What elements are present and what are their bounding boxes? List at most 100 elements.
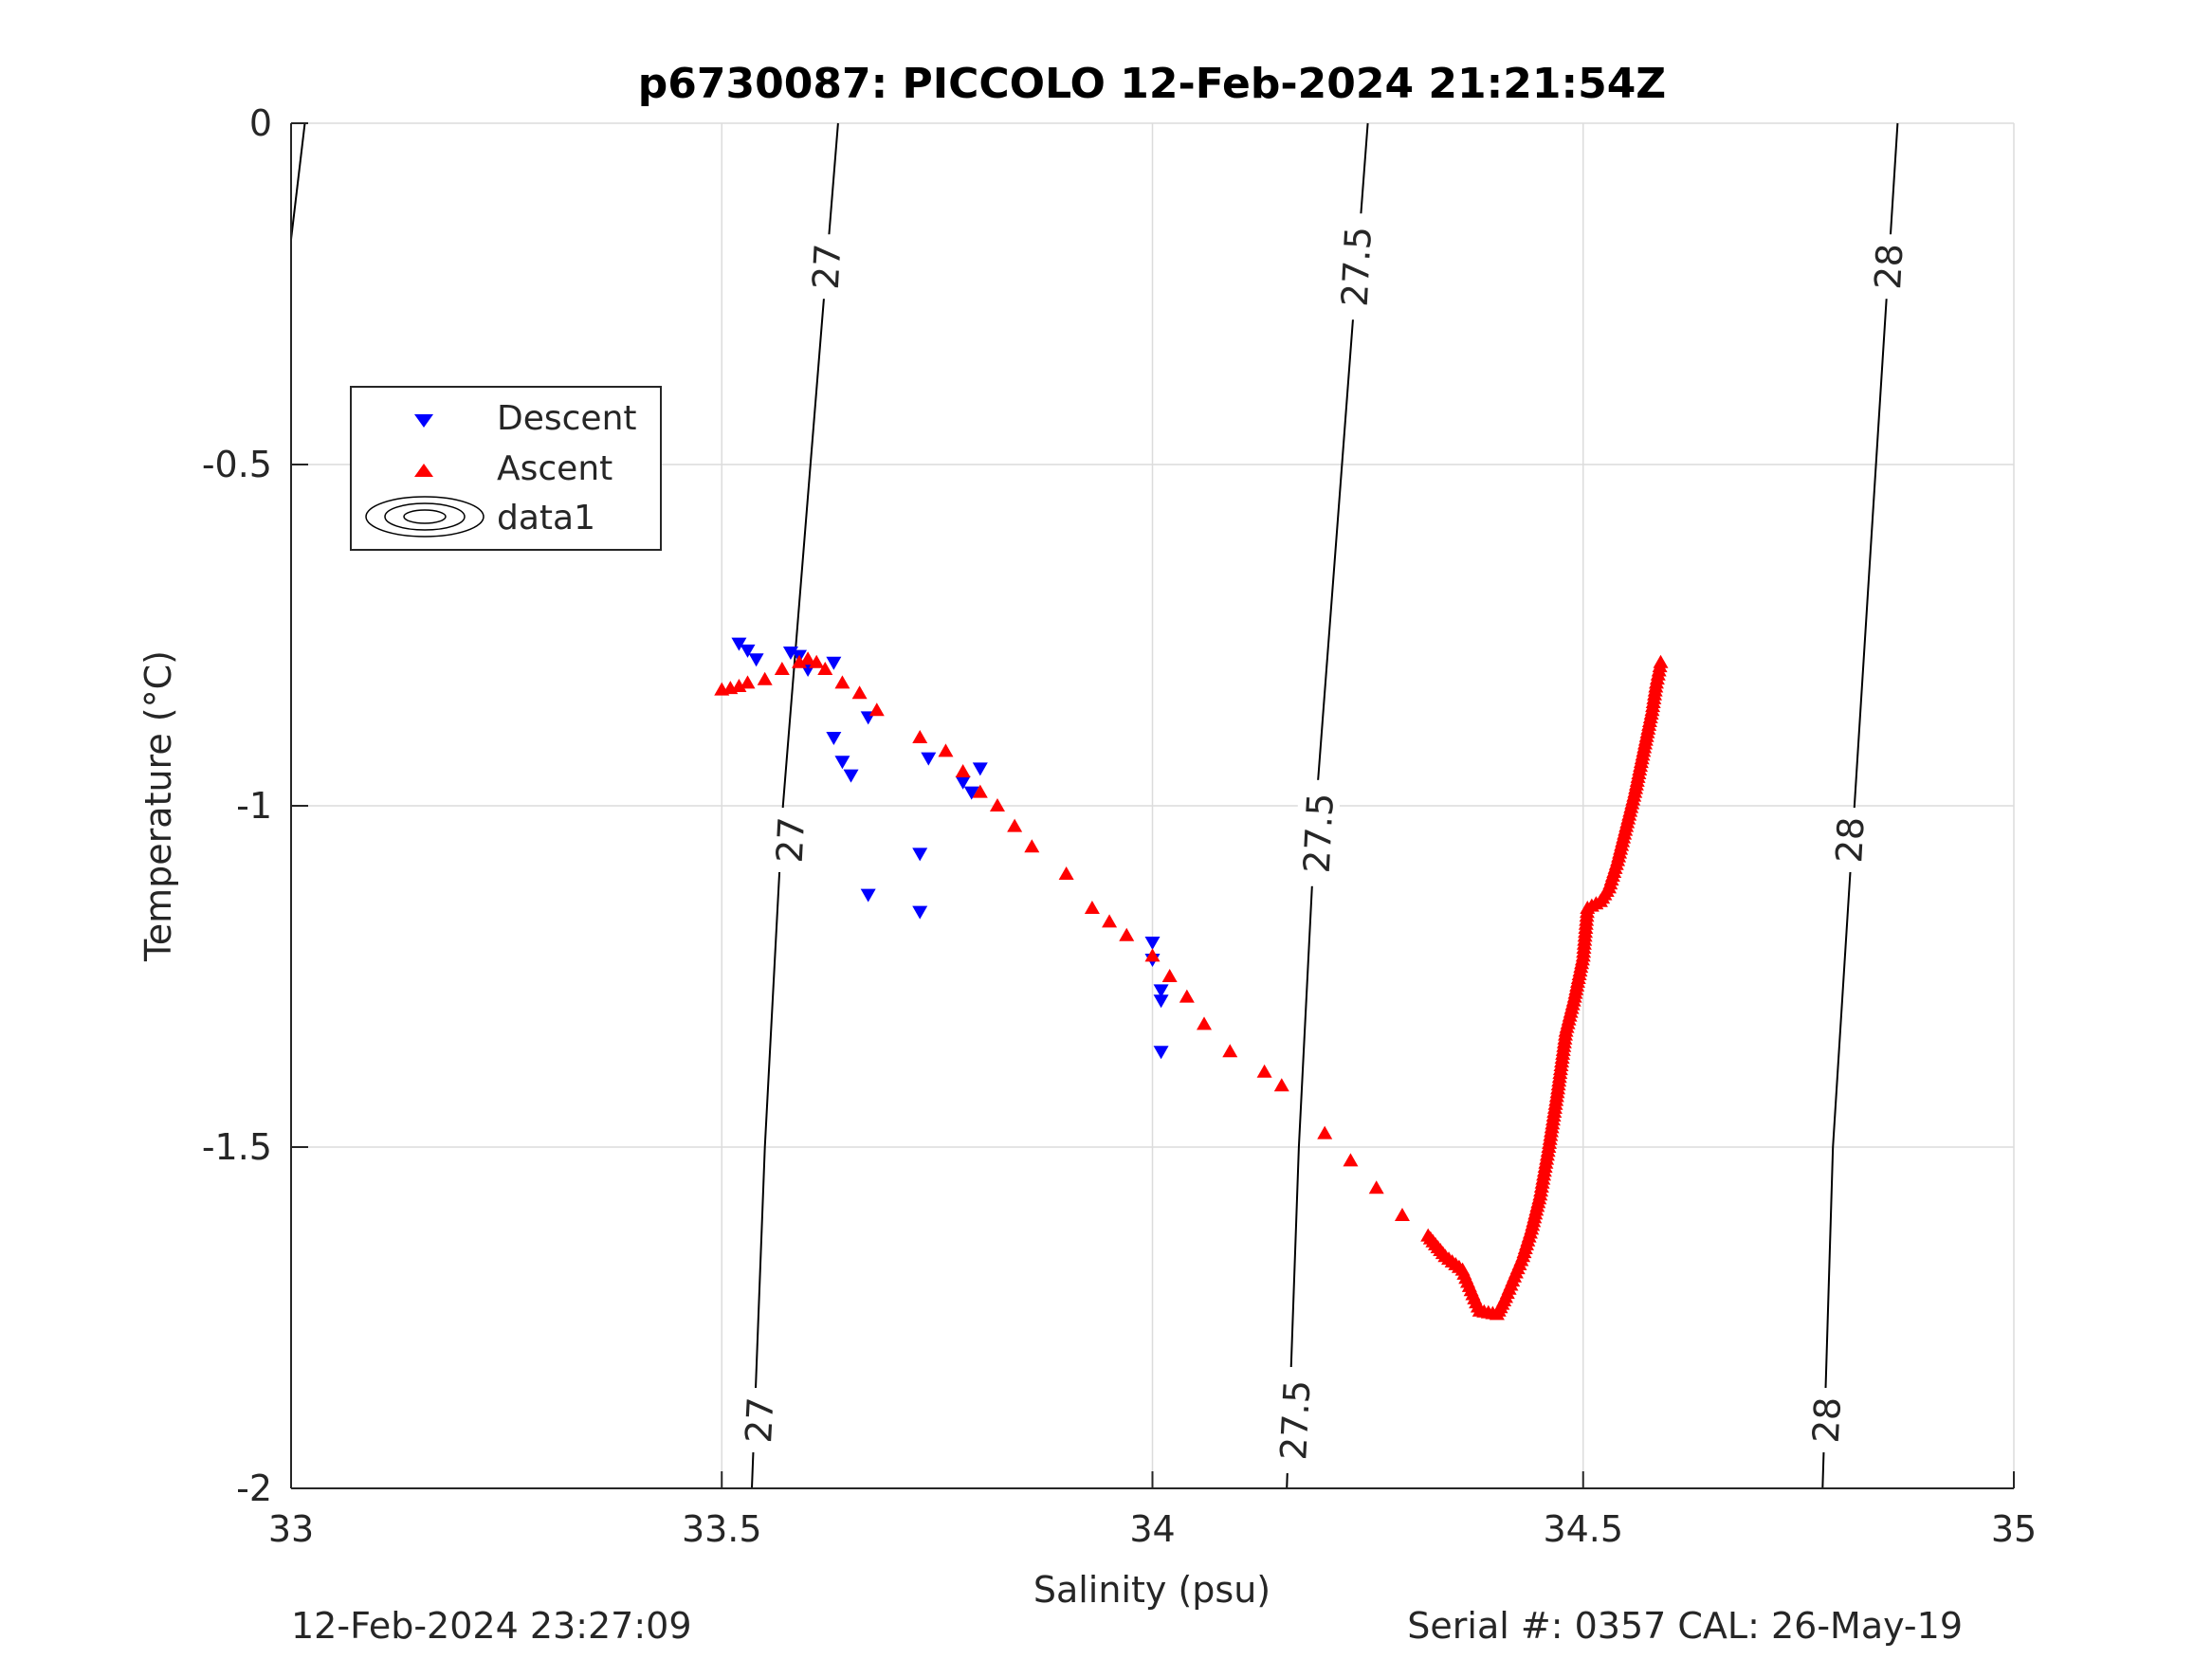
contour-label-bg (1868, 234, 1910, 300)
ascent-point-22 (1102, 914, 1118, 928)
ascent-point-15 (955, 764, 971, 777)
contour-line-3 (290, 122, 306, 240)
y-tick-label-0: 0 (249, 102, 272, 144)
descent-point-15 (912, 848, 928, 862)
ascent-point-12 (868, 702, 885, 717)
density-contours: 27 27 27 27.5 27.5 27.5 28 28 28 (290, 122, 1911, 1489)
contour-label-1-0: 27.5 (1334, 226, 1380, 308)
ascent-point-3 (740, 675, 756, 689)
ascent-point-14 (938, 743, 954, 757)
ascent-point-13 (912, 730, 928, 743)
contour-label-2-0: 28 (1867, 243, 1910, 291)
ascent-point-17 (989, 798, 1005, 811)
ascent-point-5 (774, 662, 790, 675)
ascent-point-32 (1343, 1153, 1359, 1167)
legend-descent-marker (414, 414, 433, 428)
legend-ascent-marker (414, 464, 433, 477)
descent-point-10 (843, 769, 859, 783)
contour-label-2-2: 28 (1805, 1396, 1849, 1445)
contour-label-2-1: 28 (1828, 816, 1872, 865)
ascent-point-25 (1161, 969, 1178, 982)
y-tick-label-2: -1 (236, 785, 272, 827)
axes: 33 33.5 34 34.5 35 0 -0.5 -1 -1.5 -2 (202, 102, 2037, 1550)
ascent-point-232 (1653, 654, 1669, 668)
descent-point-14 (972, 762, 988, 776)
x-tick-label-3: 34.5 (1543, 1508, 1623, 1550)
x-tick-label-1: 33.5 (682, 1508, 762, 1550)
chart-title: p6730087: PICCOLO 12-Feb-2024 21:21:54Z (638, 60, 1666, 108)
grid (290, 122, 2015, 1489)
ascent-point-29 (1256, 1064, 1272, 1078)
legend-descent-label: Descent (497, 399, 637, 438)
legend-contour-label: data1 (497, 499, 595, 538)
y-axis-label: Temperature (°C) (137, 650, 179, 962)
ascent-point-8 (809, 654, 825, 668)
ascent-point-21 (1084, 901, 1100, 914)
contour-label-bg (1335, 213, 1378, 320)
descent-point-17 (912, 905, 928, 920)
ascent-point-26 (1179, 989, 1195, 1003)
descent-point-22 (1153, 1046, 1169, 1060)
footer-serial-cal: Serial #: 0357 CAL: 26-May-19 (1407, 1605, 1963, 1647)
contour-line-2 (1821, 122, 1899, 1489)
ascent-point-16 (972, 784, 988, 798)
ascent-point-10 (834, 675, 850, 689)
contour-label-bg (769, 808, 812, 872)
contour-label-bg (1297, 779, 1340, 886)
contour-line-0 (751, 122, 839, 1489)
ascent-point-24 (1144, 948, 1161, 962)
y-tick-label-1: -0.5 (202, 444, 272, 485)
contour-label-1-2: 27.5 (1272, 1379, 1318, 1462)
descent-point-2 (748, 653, 764, 667)
y-tick-label-4: -2 (236, 1468, 272, 1509)
x-tick-label-0: 33 (268, 1508, 314, 1550)
ascent-point-7 (800, 651, 816, 665)
descent-point-20 (1153, 984, 1169, 998)
contour-label-bg (1829, 808, 1872, 872)
ascent-point-2 (731, 679, 747, 692)
descent-point-11 (921, 752, 937, 766)
ascent-point-23 (1119, 927, 1135, 941)
contour-label-bg (1274, 1367, 1317, 1473)
ascent-point-20 (1058, 866, 1074, 880)
contour-label-0-0: 27 (805, 243, 849, 291)
descent-point-9 (834, 756, 850, 770)
ascent-point-9 (817, 662, 833, 675)
ascent-point-31 (1317, 1125, 1333, 1139)
legend-box (350, 386, 662, 551)
contour-label-bg (1805, 1388, 1848, 1452)
descent-point-12 (955, 775, 971, 790)
legend-contour-icon (365, 496, 484, 538)
contour-label-bg (806, 234, 849, 300)
x-axis-label: Salinity (psu) (1033, 1569, 1271, 1611)
descent-point-0 (731, 637, 747, 651)
x-tick-label-2: 34 (1129, 1508, 1175, 1550)
ascent-point-34 (1394, 1208, 1410, 1221)
contour-label-0-1: 27 (769, 816, 813, 865)
y-tick-label-3: -1.5 (202, 1126, 272, 1168)
ascent-point-11 (851, 685, 868, 700)
ascent-point-18 (1007, 818, 1023, 832)
legend-ascent-label: Ascent (497, 449, 612, 488)
descent-point-18 (1144, 937, 1161, 950)
ascent-point-33 (1368, 1180, 1384, 1194)
contour-label-bg (739, 1388, 781, 1452)
ascent-point-30 (1273, 1078, 1289, 1092)
ascent-point-4 (757, 671, 773, 685)
ascent-point-28 (1222, 1044, 1238, 1058)
footer-timestamp: 12-Feb-2024 23:27:09 (291, 1605, 692, 1647)
x-tick-label-4: 35 (1991, 1508, 2037, 1550)
ascent-series (714, 651, 1669, 1321)
descent-point-16 (860, 888, 876, 902)
ascent-point-27 (1197, 1016, 1213, 1030)
ascent-point-19 (1024, 839, 1040, 853)
descent-point-6 (826, 656, 842, 670)
ascent-point-6 (792, 654, 808, 668)
descent-point-8 (826, 732, 842, 745)
contour-label-0-2: 27 (738, 1396, 781, 1445)
contour-label-1-1: 27.5 (1296, 792, 1342, 874)
descent-point-1 (740, 644, 756, 658)
descent-point-21 (1153, 994, 1169, 1009)
descent-point-3 (782, 647, 798, 660)
